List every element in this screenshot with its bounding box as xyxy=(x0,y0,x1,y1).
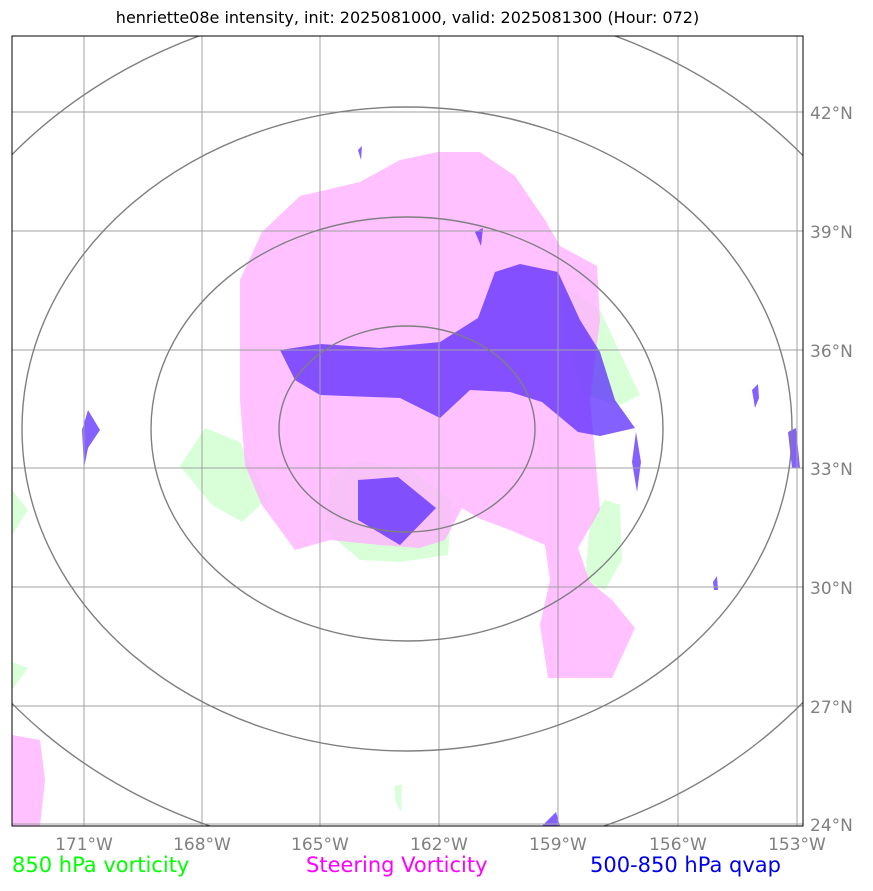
lon-label-165w: 165°W xyxy=(291,835,349,855)
vorticity-850-patch xyxy=(395,785,402,812)
legend-vorticity-850: 850 hPa vorticity xyxy=(12,853,190,877)
range-ring-3 xyxy=(21,106,793,752)
qvap-patch xyxy=(752,384,759,408)
vorticity-850-patch xyxy=(12,662,28,690)
lon-label-168w: 168°W xyxy=(173,835,231,855)
qvap-patch xyxy=(713,576,718,590)
lat-label-36n: 36°N xyxy=(810,342,853,362)
legend-steering-vorticity: Steering Vorticity xyxy=(306,853,488,877)
lat-label-39n: 39°N xyxy=(810,223,853,243)
longitude-labels: 171°W 168°W 165°W 162°W 159°W 156°W 153°… xyxy=(55,835,826,855)
vorticity-850-patch xyxy=(12,490,28,535)
lat-label-42n: 42°N xyxy=(810,104,853,124)
lat-label-30n: 30°N xyxy=(810,579,853,599)
range-ring-inner xyxy=(278,325,536,533)
lat-label-27n: 27°N xyxy=(810,698,853,718)
map-plot-area xyxy=(12,36,803,826)
qvap-patch xyxy=(82,410,100,468)
plot-title: henriette08e intensity, init: 2025081000… xyxy=(115,8,700,27)
range-rings xyxy=(12,36,803,826)
steering-vorticity-layer xyxy=(12,152,635,826)
graticule xyxy=(12,36,803,826)
qvap-patch xyxy=(542,812,560,826)
qvap-patch xyxy=(475,228,483,246)
qvap-patch xyxy=(632,432,641,492)
latitude-labels: 42°N 39°N 36°N 33°N 30°N 27°N 24°N xyxy=(810,104,853,836)
lon-label-156w: 156°W xyxy=(649,835,707,855)
qvap-patch xyxy=(358,477,436,545)
range-ring-2 xyxy=(150,216,664,642)
lon-label-162w: 162°W xyxy=(410,835,468,855)
qvap-patch xyxy=(358,146,362,160)
steering-vorticity-patch xyxy=(12,735,45,826)
vorticity-850-patch xyxy=(585,500,622,590)
legend-qvap: 500-850 hPa qvap xyxy=(590,853,781,877)
lon-label-153w: 153°W xyxy=(768,835,826,855)
map-frame xyxy=(11,35,804,827)
lon-label-159w: 159°W xyxy=(529,835,587,855)
lon-label-171w: 171°W xyxy=(55,835,113,855)
lat-label-33n: 33°N xyxy=(810,460,853,480)
lat-label-24n: 24°N xyxy=(810,816,853,836)
